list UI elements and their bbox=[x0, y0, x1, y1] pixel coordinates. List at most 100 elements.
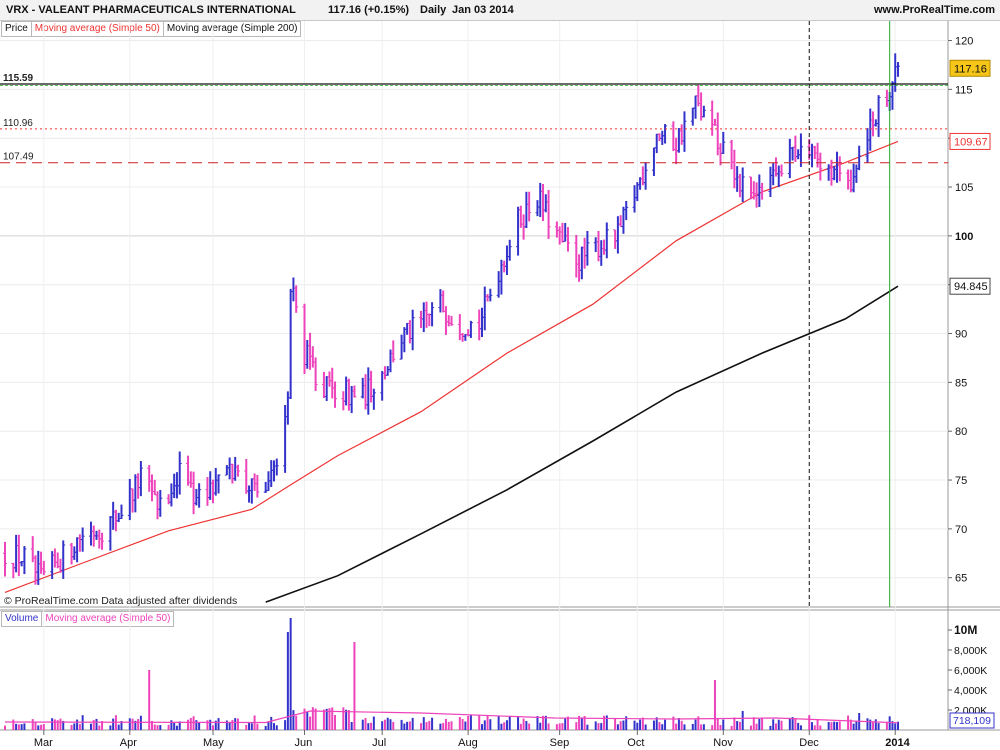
volume-bar bbox=[250, 723, 253, 730]
price-bar bbox=[602, 239, 607, 255]
volume-bar bbox=[37, 725, 40, 730]
volume-bar bbox=[419, 723, 422, 730]
volume-bar bbox=[702, 724, 705, 730]
price-bar bbox=[538, 182, 543, 218]
ma200-badge: 94.845 bbox=[954, 281, 988, 293]
volume-bar bbox=[874, 719, 877, 730]
price-bar bbox=[854, 164, 859, 183]
volume-bar bbox=[561, 723, 564, 730]
volume-bar bbox=[505, 720, 508, 730]
volume-bar bbox=[195, 720, 198, 730]
price-bar bbox=[3, 541, 7, 577]
volume-bar bbox=[311, 707, 314, 730]
price-bar bbox=[421, 302, 426, 333]
volume-bar bbox=[17, 724, 20, 730]
volume-bar bbox=[364, 718, 367, 730]
volume-bar bbox=[234, 718, 237, 730]
price-bar bbox=[61, 540, 66, 579]
price-tick-label: 115 bbox=[955, 84, 973, 96]
volume-bar bbox=[370, 722, 373, 730]
volume-bar bbox=[286, 632, 289, 730]
volume-bar bbox=[600, 723, 603, 730]
volume-bar bbox=[150, 720, 153, 730]
price-bar bbox=[136, 473, 141, 499]
time-tick-label: May bbox=[203, 737, 224, 749]
volume-bar bbox=[769, 725, 772, 730]
price-bar bbox=[152, 479, 157, 496]
price-bar bbox=[812, 145, 817, 160]
volume-ma-badge-box bbox=[949, 712, 995, 729]
legend-ma50[interactable]: Moving average (Simple 50) bbox=[32, 22, 164, 36]
time-tick-label: Aug bbox=[458, 737, 478, 749]
volume-bar bbox=[128, 718, 131, 730]
volume-bar bbox=[897, 721, 899, 730]
price-bar bbox=[776, 165, 781, 188]
volume-bar bbox=[700, 724, 703, 730]
legend-volume-ma50[interactable]: Moving average (Simple 50) bbox=[45, 613, 171, 624]
volume-bar bbox=[849, 719, 852, 730]
price-tick-label: 80 bbox=[955, 426, 967, 438]
price-bar bbox=[671, 121, 676, 152]
legend-price[interactable]: Price bbox=[2, 22, 32, 36]
volume-bar bbox=[439, 723, 442, 730]
volume-bar bbox=[392, 721, 395, 730]
last-price-badge: 117.16 bbox=[954, 63, 987, 75]
volume-bar bbox=[273, 723, 276, 730]
volume-bar bbox=[622, 720, 625, 730]
price-bar bbox=[871, 111, 876, 137]
volume-bar bbox=[547, 723, 550, 730]
volume-bar bbox=[214, 720, 217, 730]
volume-bar bbox=[730, 725, 733, 730]
volume-bar bbox=[794, 718, 797, 730]
legend-volume[interactable]: Volume bbox=[2, 612, 43, 626]
time-tick-label: Dec bbox=[799, 737, 819, 749]
price-bar bbox=[22, 546, 27, 575]
volume-tick-label: 6,000K bbox=[954, 665, 987, 677]
price-bar bbox=[737, 173, 742, 198]
volume-bar bbox=[256, 723, 259, 730]
price-bar bbox=[333, 381, 338, 408]
price-bar bbox=[760, 182, 765, 200]
price-bar bbox=[269, 460, 274, 487]
price-bar bbox=[233, 456, 238, 481]
price-bar bbox=[735, 166, 740, 192]
volume-bar bbox=[173, 722, 176, 730]
price-bar bbox=[524, 191, 529, 229]
price-bar bbox=[274, 458, 279, 476]
price-bar bbox=[216, 474, 221, 494]
volume-bar bbox=[89, 723, 92, 730]
volume-bar bbox=[838, 721, 841, 730]
volume-bar bbox=[469, 715, 472, 730]
volume-bar bbox=[508, 716, 511, 730]
volume-bar bbox=[716, 718, 719, 730]
volume-bars bbox=[4, 618, 899, 730]
price-bar bbox=[294, 285, 299, 313]
price-bar bbox=[829, 159, 834, 186]
price-bar bbox=[618, 215, 623, 228]
price-bar bbox=[679, 124, 684, 145]
volume-bar bbox=[777, 719, 780, 730]
price-bar bbox=[263, 481, 268, 493]
volume-bar bbox=[189, 717, 192, 730]
price-bar bbox=[244, 459, 249, 494]
price-bar bbox=[837, 156, 842, 182]
price-bar bbox=[771, 163, 776, 186]
volume-legend: Volume Moving average (Simple 50) bbox=[1, 611, 175, 627]
period-label: Daily bbox=[420, 4, 447, 16]
volume-bar bbox=[774, 723, 777, 730]
price-bar bbox=[657, 133, 662, 142]
value-badges: 117.16 109.67 94.845 718,109 bbox=[949, 59, 995, 729]
volume-bar bbox=[367, 723, 370, 730]
legend-ma200[interactable]: Moving average (Simple 200) bbox=[166, 23, 298, 34]
price-bar bbox=[14, 534, 19, 573]
volume-bar bbox=[78, 724, 81, 730]
volume-bar bbox=[639, 719, 642, 730]
price-bar bbox=[449, 315, 454, 326]
volume-bar bbox=[92, 720, 95, 730]
volume-ma-badge: 718,109 bbox=[953, 715, 991, 727]
volume-bar bbox=[350, 721, 353, 730]
volume-bar bbox=[42, 724, 45, 730]
price-bar bbox=[291, 277, 296, 302]
volume-bar bbox=[694, 719, 697, 730]
